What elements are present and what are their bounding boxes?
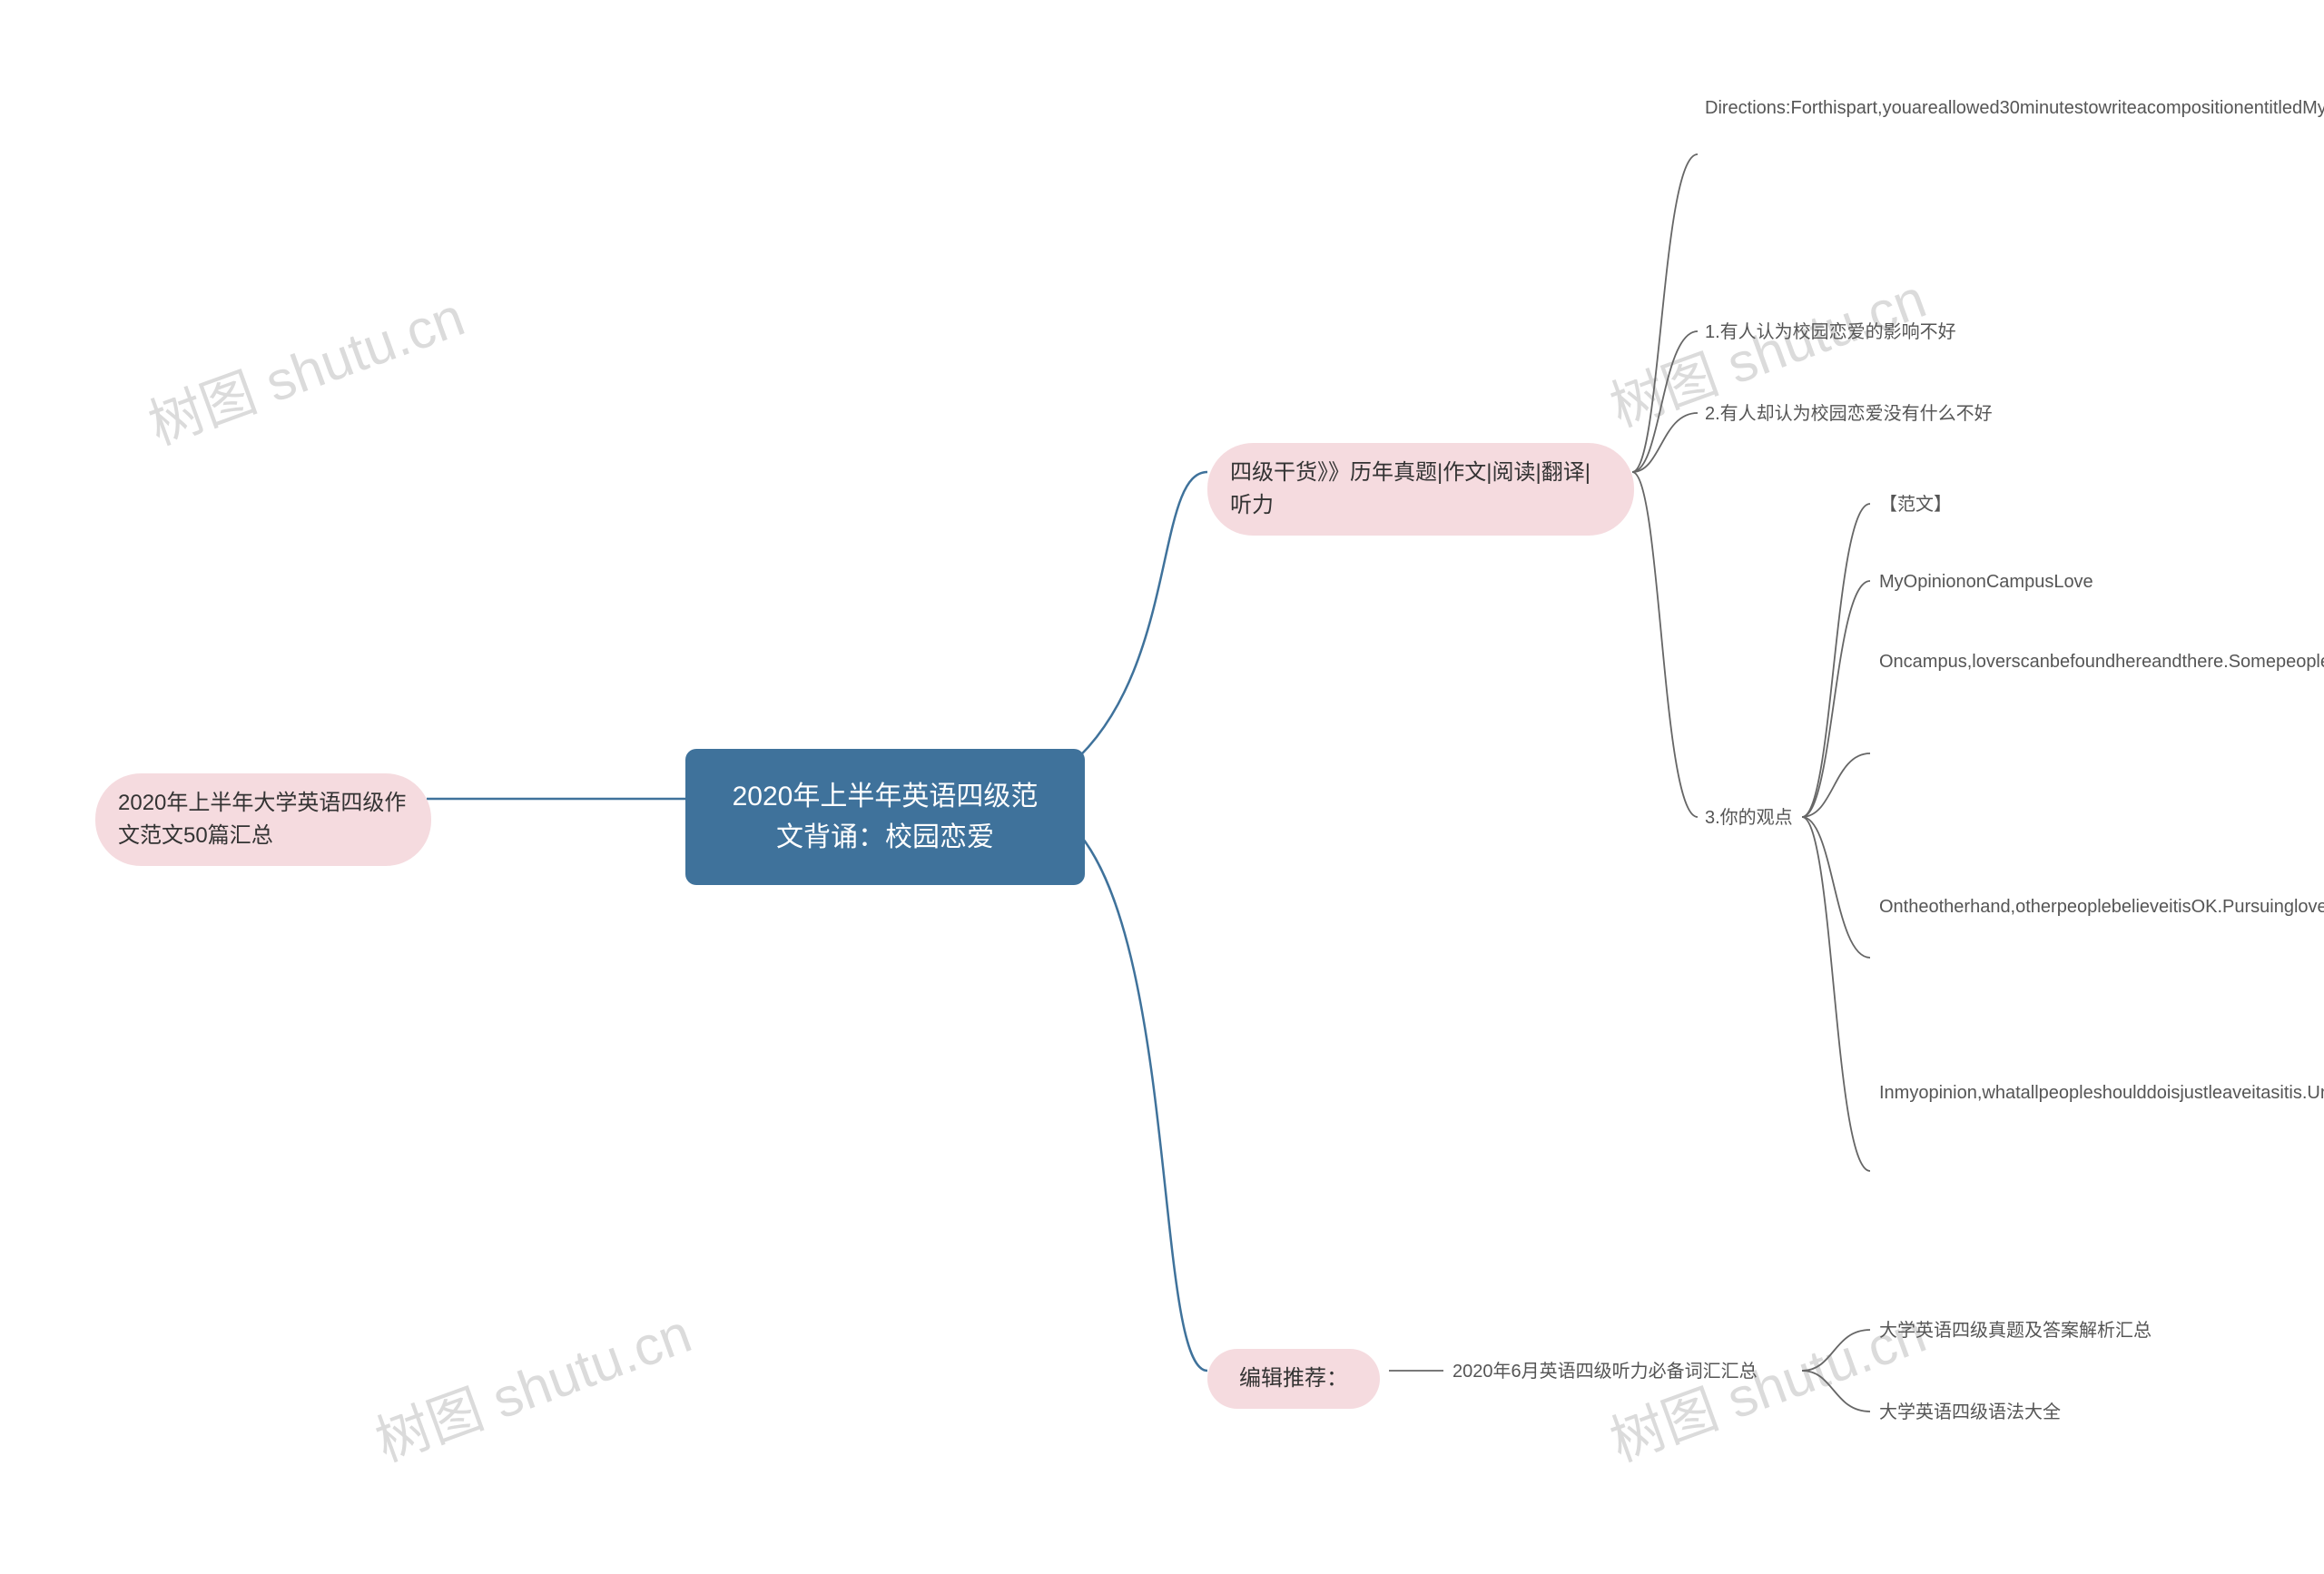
branch1-c2: 1.有人认为校园恋爱的影响不好	[1705, 320, 1956, 346]
branch1-c4-s5: Inmyopinion,whatallpeopleshoulddoisjustl…	[1879, 1080, 2270, 1107]
branch1-c4-label: 3.你的观点	[1705, 805, 1793, 831]
branch1-c4-s1: 【范文】	[1879, 492, 1952, 518]
branch1-c3: 2.有人却认为校园恋爱没有什么不好	[1705, 401, 1993, 428]
branch2-child: 2020年6月英语四级听力必备词汇汇总	[1452, 1359, 1758, 1385]
branch2-s2: 大学英语四级语法大全	[1879, 1400, 2061, 1426]
watermark: 树图 shutu.cn	[136, 273, 473, 460]
watermark: 树图 shutu.cn	[363, 1290, 700, 1477]
branch1-c4-s4: Ontheotherhand,otherpeoplebelieveitisOK.…	[1879, 894, 2270, 920]
branch1-c4-s2: MyOpiniononCampusLove	[1879, 569, 2093, 595]
branch1-c4-s3: Oncampus,loverscanbefoundhereandthere.So…	[1879, 649, 2270, 675]
center-node: 2020年上半年英语四级范文背诵：校园恋爱	[685, 749, 1085, 885]
branch1-node: 四级干货》》历年真题|作文|阅读|翻译|听力	[1207, 443, 1634, 536]
branch2-s1: 大学英语四级真题及答案解析汇总	[1879, 1318, 2152, 1344]
left-summary-node: 2020年上半年大学英语四级作文范文50篇汇总	[95, 773, 431, 866]
branch2-node: 编辑推荐：	[1207, 1349, 1380, 1409]
branch1-c1: Directions:Forthispart,youareallowed30mi…	[1705, 95, 2159, 122]
